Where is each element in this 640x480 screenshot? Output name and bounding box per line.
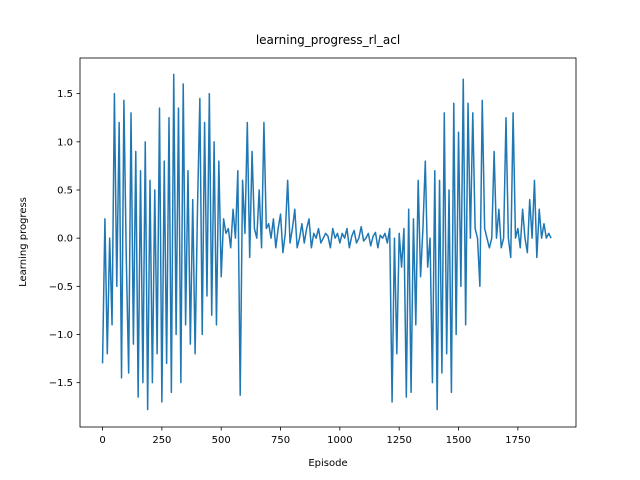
x-tick-label: 500 — [212, 435, 231, 446]
line-series — [101, 73, 552, 411]
x-tick-label: 0 — [99, 435, 105, 446]
x-tick-label: 1250 — [386, 435, 411, 446]
x-tick-label: 1000 — [327, 435, 352, 446]
plot-frame — [79, 57, 577, 428]
x-tick-label: 750 — [271, 435, 290, 446]
x-axis-label: Episode — [308, 458, 347, 469]
x-tick-label: 1500 — [446, 435, 471, 446]
y-tick-label: −0.5 — [49, 282, 73, 293]
x-tick-label: 1750 — [505, 435, 530, 446]
chart-title: learning_progress_rl_acl — [256, 33, 400, 47]
y-tick-label: −1.0 — [49, 330, 73, 341]
y-axis-label: Learning progress — [18, 197, 29, 287]
x-tick-label: 250 — [152, 435, 171, 446]
y-tick-label: 1.5 — [57, 89, 73, 100]
y-tick-label: 0.5 — [57, 185, 73, 196]
y-tick-label: −1.5 — [49, 378, 73, 389]
y-tick-label: 0.0 — [57, 234, 73, 245]
y-tick-label: 1.0 — [57, 137, 73, 148]
